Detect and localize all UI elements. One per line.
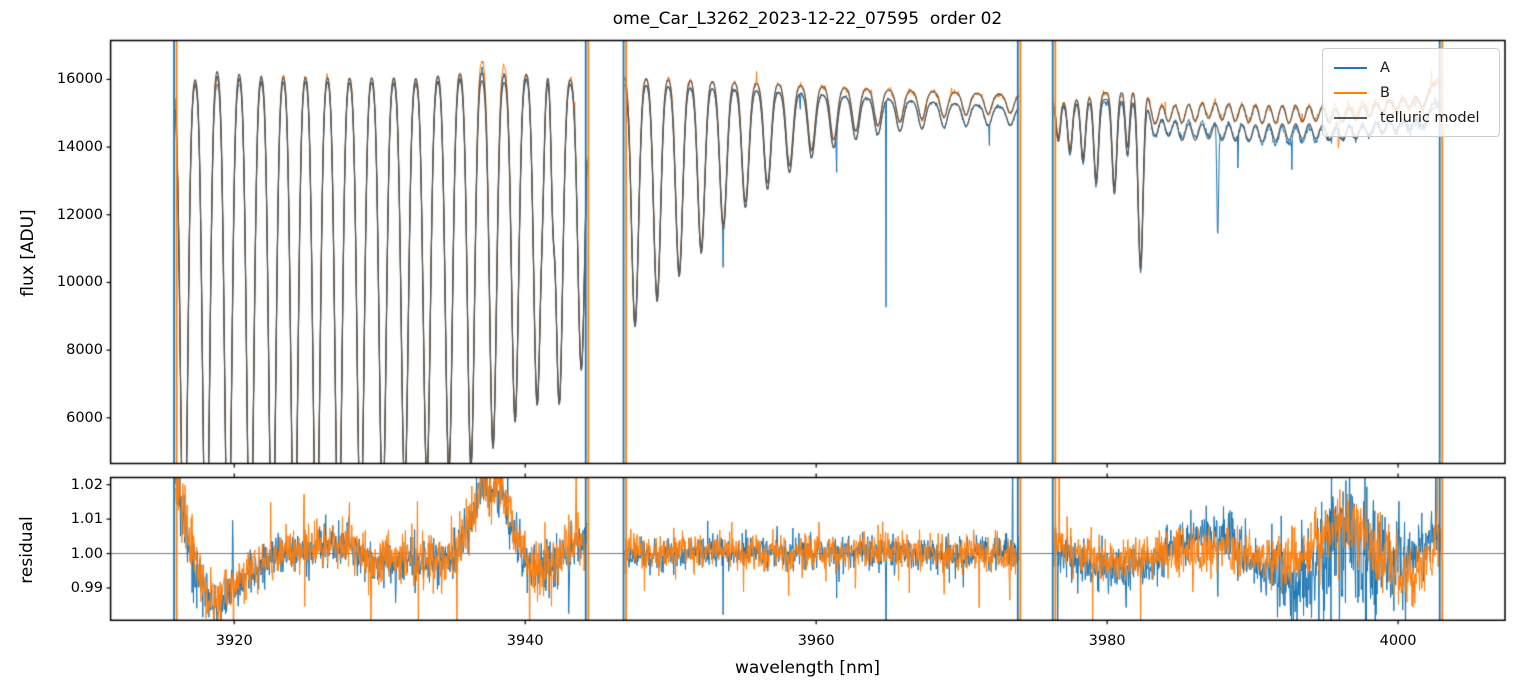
x-tick-label: 3940	[506, 633, 544, 649]
legend-entry-a: A	[1334, 56, 1488, 80]
legend-entry-b: B	[1334, 81, 1488, 105]
legend-line-a	[1334, 66, 1367, 69]
legend-line-telluric-model	[1334, 116, 1367, 119]
x-tick-label: 4000	[1379, 633, 1417, 649]
flux-y-axis-label: flux [ADU]	[18, 209, 38, 297]
flux-y-tick-label: 14000	[56, 138, 103, 155]
residual-y-tick-label: 1.01	[70, 510, 103, 527]
flux-y-tick-label: 16000	[56, 71, 103, 88]
residual-y-tick-label: 0.99	[70, 579, 103, 596]
legend-label-a: A	[1380, 59, 1390, 76]
x-tick-label: 3920	[215, 633, 253, 649]
legend-label-telluric-model: telluric model	[1380, 109, 1480, 126]
flux-y-tick-label: 6000	[66, 409, 103, 426]
flux-y-tick-label: 12000	[56, 206, 103, 223]
legend-entry-telluric-model: telluric model	[1334, 106, 1488, 130]
residual-y-axis-label: residual	[17, 516, 37, 584]
flux-y-tick-label: 8000	[66, 341, 103, 358]
figure-title: ome_Car_L3262_2023-12-22_07595 order 02	[612, 9, 1003, 29]
residual-y-tick-label: 1.02	[70, 476, 103, 493]
x-tick-label: 3960	[797, 633, 835, 649]
residual-y-tick-label: 1.00	[70, 545, 103, 562]
x-tick-label: 3980	[1088, 633, 1126, 649]
legend: A B telluric model	[1322, 48, 1500, 137]
flux-y-tick-label: 10000	[56, 274, 103, 291]
legend-line-b	[1334, 91, 1367, 94]
legend-label-b: B	[1380, 84, 1390, 101]
x-axis-label: wavelength [nm]	[734, 658, 881, 678]
